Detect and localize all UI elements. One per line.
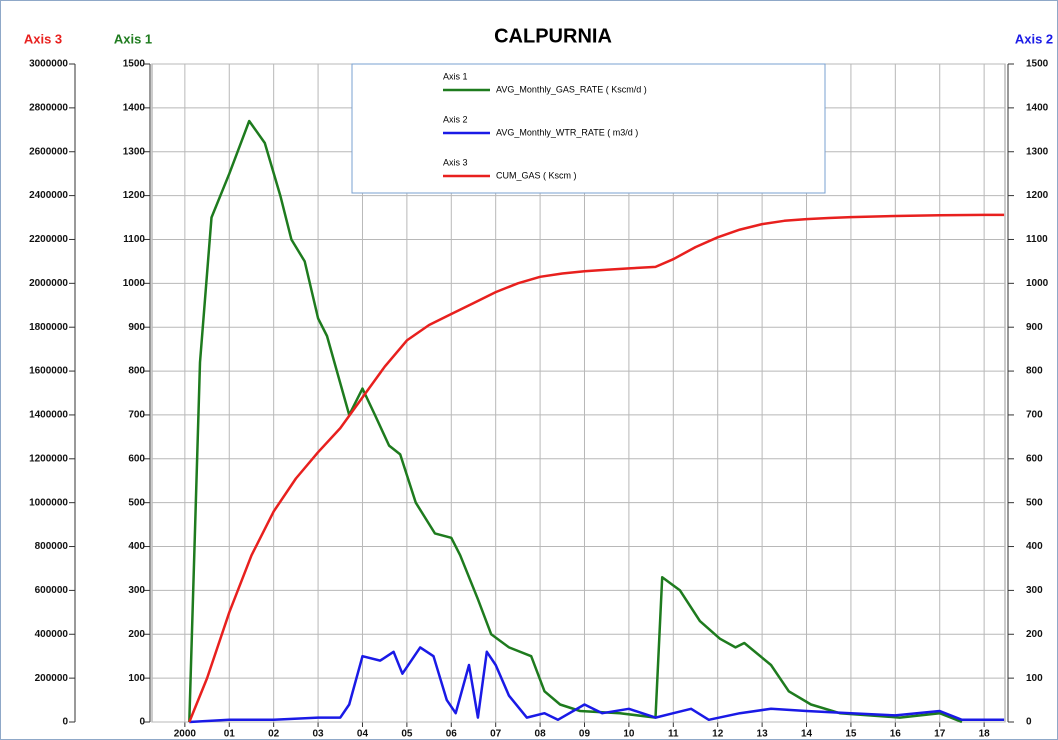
x-tick-label: 07 (490, 729, 502, 740)
y-tick-label: 1800000 (29, 322, 68, 333)
x-tick-label: 02 (268, 729, 280, 740)
y-tick-label: 700 (1026, 410, 1043, 421)
x-tick-label: 16 (890, 729, 902, 740)
axis2-title: Axis 2 (1015, 31, 1053, 46)
legend-group: Axis 3 (443, 157, 468, 167)
y-tick-label: 200 (128, 629, 145, 640)
y-tick-label: 400 (128, 541, 145, 552)
x-tick-label: 2000 (174, 729, 197, 740)
axis3-title: Axis 3 (24, 31, 62, 46)
y-tick-label: 1300 (123, 146, 146, 157)
y-tick-label: 800 (1026, 366, 1043, 377)
y-tick-label: 2800000 (29, 103, 68, 114)
legend-box (351, 63, 826, 194)
x-tick-label: 01 (224, 729, 236, 740)
y-tick-label: 2600000 (29, 146, 68, 157)
series-line (188, 213, 1005, 723)
axis1-title: Axis 1 (114, 31, 152, 46)
x-tick-label: 14 (801, 729, 813, 740)
y-tick-label: 800000 (35, 541, 69, 552)
x-tick-label: 03 (313, 729, 325, 740)
y-tick-label: 0 (1026, 717, 1032, 728)
y-tick-label: 0 (62, 717, 68, 728)
x-tick-label: 09 (579, 729, 591, 740)
y-tick-label: 1000 (1026, 278, 1049, 289)
y-tick-label: 200000 (35, 673, 69, 684)
chart-title: CALPURNIA (494, 25, 612, 47)
y-tick-label: 1000 (123, 278, 146, 289)
x-tick-label: 08 (535, 729, 547, 740)
x-tick-label: 18 (979, 729, 991, 740)
y-tick-label: 1300 (1026, 146, 1049, 157)
y-tick-label: 900 (1026, 322, 1043, 333)
x-tick-label: 04 (357, 729, 369, 740)
y-tick-label: 800 (128, 366, 145, 377)
y-tick-label: 1200 (123, 190, 146, 201)
y-tick-label: 200 (1026, 629, 1043, 640)
y-tick-label: 300 (128, 585, 145, 596)
legend-label: AVG_Monthly_GAS_RATE ( Kscm/d ) (496, 84, 647, 94)
y-tick-label: 100 (128, 673, 145, 684)
y-tick-label: 400000 (35, 629, 69, 640)
x-tick-label: 05 (401, 729, 413, 740)
legend-label: AVG_Monthly_WTR_RATE ( m3/d ) (496, 127, 638, 137)
y-tick-label: 400 (1026, 541, 1043, 552)
y-tick-label: 1400 (123, 103, 146, 114)
x-tick-label: 11 (668, 729, 679, 740)
y-tick-label: 1600000 (29, 366, 68, 377)
y-tick-label: 2000000 (29, 278, 68, 289)
y-tick-label: 2200000 (29, 234, 68, 245)
legend-label: CUM_GAS ( Kscm ) (496, 170, 577, 180)
y-tick-label: 500 (1026, 497, 1043, 508)
x-tick-label: 06 (446, 729, 458, 740)
y-tick-label: 2400000 (29, 190, 68, 201)
x-tick-label: 12 (712, 729, 724, 740)
y-tick-label: 100 (1026, 673, 1043, 684)
y-tick-label: 600000 (35, 585, 69, 596)
x-tick-label: 13 (757, 729, 769, 740)
y-tick-label: 1200 (1026, 190, 1049, 201)
y-tick-label: 1200000 (29, 453, 68, 464)
x-tick-label: 17 (934, 729, 946, 740)
y-tick-label: 1100 (123, 234, 145, 245)
y-tick-label: 300 (1026, 585, 1043, 596)
y-tick-label: 500 (128, 497, 145, 508)
x-tick-label: 10 (623, 729, 635, 740)
y-tick-label: 1500 (1026, 59, 1049, 70)
legend-group: Axis 1 (443, 71, 468, 81)
x-tick-label: 15 (845, 729, 857, 740)
y-tick-label: 0 (139, 717, 145, 728)
y-tick-label: 1100 (1026, 234, 1048, 245)
y-tick-label: 600 (1026, 453, 1043, 464)
y-tick-label: 700 (128, 410, 145, 421)
y-tick-label: 1500 (123, 59, 146, 70)
legend-group: Axis 2 (443, 114, 468, 124)
y-tick-label: 1400000 (29, 410, 68, 421)
y-tick-label: 3000000 (29, 59, 68, 70)
y-tick-label: 1000000 (29, 497, 68, 508)
y-tick-label: 900 (128, 322, 145, 333)
series-line (188, 119, 963, 724)
y-tick-label: 600 (128, 453, 145, 464)
y-tick-label: 1400 (1026, 103, 1049, 114)
series-line (189, 646, 1005, 724)
